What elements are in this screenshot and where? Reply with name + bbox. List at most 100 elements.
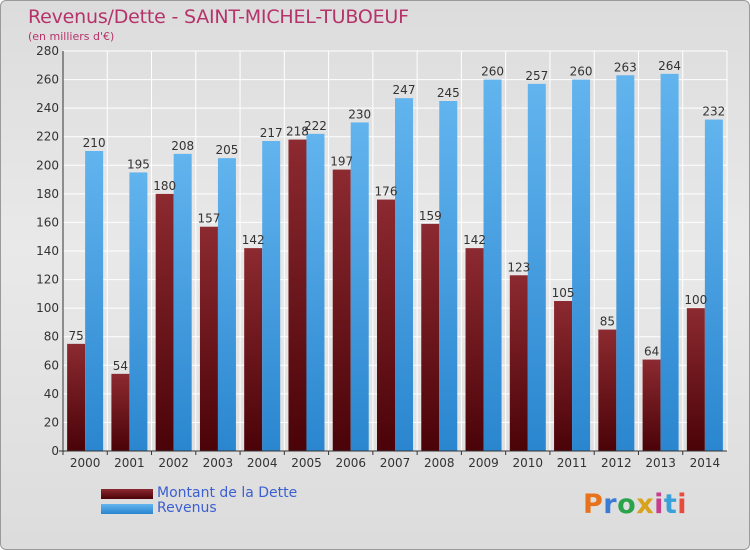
bar-revenue xyxy=(262,141,281,451)
x-tick-label: 2012 xyxy=(601,456,632,470)
y-tick-label: 0 xyxy=(51,444,59,458)
data-label-debt: 105 xyxy=(552,286,575,300)
chart-subtitle: (en milliers d'€) xyxy=(28,30,115,43)
logo-letter: i xyxy=(654,489,664,520)
data-label-revenue: 245 xyxy=(437,86,460,100)
bar-revenue xyxy=(129,172,148,451)
legend-label-revenue: Revenus xyxy=(157,500,217,516)
data-label-revenue: 210 xyxy=(83,136,106,150)
y-tick-label: 140 xyxy=(36,244,59,258)
data-label-revenue: 230 xyxy=(348,107,371,121)
logo-letter: i xyxy=(677,489,688,520)
data-label-revenue: 217 xyxy=(260,126,283,140)
data-label-debt: 100 xyxy=(684,293,707,307)
bar-revenue xyxy=(616,75,635,452)
bar-debt xyxy=(244,248,263,451)
bar-debt xyxy=(199,226,218,451)
y-tick-label: 240 xyxy=(36,101,59,115)
x-tick-label: 2006 xyxy=(335,456,366,470)
y-tick-label: 220 xyxy=(36,130,59,144)
bar-revenue xyxy=(395,98,413,452)
bar-debt xyxy=(67,343,86,451)
logo-letter: t xyxy=(663,489,678,520)
bar-debt xyxy=(509,275,528,451)
bar-revenue xyxy=(527,83,546,451)
bar-debt xyxy=(465,248,484,451)
bar-debt xyxy=(421,223,440,451)
x-tick-label: 2013 xyxy=(645,456,676,470)
bar-debt xyxy=(377,199,395,451)
chart-title: Revenus/Dette - SAINT-MICHEL-TUBOEUF xyxy=(28,6,409,28)
data-label-debt: 197 xyxy=(330,155,353,169)
bar-debt xyxy=(111,373,130,451)
y-tick-label: 180 xyxy=(36,187,59,201)
data-label-debt: 157 xyxy=(197,212,220,226)
y-tick-label: 160 xyxy=(36,215,59,229)
x-tick-label: 2003 xyxy=(203,456,234,470)
data-label-revenue: 260 xyxy=(481,65,504,79)
legend-swatch-debt xyxy=(101,489,153,499)
bar-revenue xyxy=(350,122,369,451)
data-label-revenue: 257 xyxy=(525,69,548,83)
data-label-debt: 159 xyxy=(419,209,442,223)
data-label-revenue: 264 xyxy=(658,59,681,73)
legend-label-debt: Montant de la Dette xyxy=(157,485,298,501)
x-tick-label: 2007 xyxy=(380,456,411,470)
data-label-revenue: 232 xyxy=(702,105,725,119)
data-label-revenue: 205 xyxy=(215,143,238,157)
bar-debt xyxy=(686,308,705,451)
y-tick-label: 260 xyxy=(36,73,59,87)
logo-letter: P xyxy=(583,489,604,520)
x-tick-label: 2010 xyxy=(513,456,544,470)
x-tick-label: 2002 xyxy=(158,456,189,470)
x-tick-label: 2008 xyxy=(424,456,455,470)
bar-debt xyxy=(598,329,617,451)
data-label-revenue: 263 xyxy=(614,60,637,74)
y-tick-label: 20 xyxy=(44,415,59,429)
y-tick-label: 80 xyxy=(44,330,59,344)
x-tick-label: 2014 xyxy=(690,456,721,470)
bar-revenue xyxy=(85,151,104,451)
y-tick-label: 40 xyxy=(44,387,59,401)
bar-revenue xyxy=(173,153,192,451)
logo-letter: x xyxy=(636,489,655,520)
bar-revenue xyxy=(572,79,591,452)
data-label-debt: 54 xyxy=(113,359,128,373)
data-label-revenue: 222 xyxy=(304,119,327,133)
bar-debt xyxy=(642,359,661,451)
data-label-revenue: 247 xyxy=(393,83,416,97)
bar-debt xyxy=(288,139,307,452)
data-label-debt: 75 xyxy=(68,329,83,343)
x-tick-label: 2009 xyxy=(468,456,499,470)
data-label-debt: 180 xyxy=(153,179,176,193)
y-tick-label: 100 xyxy=(36,301,59,315)
bar-revenue xyxy=(704,119,723,452)
data-label-debt: 85 xyxy=(600,315,615,329)
bar-revenue xyxy=(483,79,502,452)
bar-debt xyxy=(332,169,351,452)
y-tick-label: 60 xyxy=(44,358,59,372)
bar-revenue xyxy=(217,158,236,451)
data-label-debt: 176 xyxy=(375,185,398,199)
bar-revenue xyxy=(306,133,325,451)
legend-swatch-revenue xyxy=(101,504,153,514)
x-tick-label: 2001 xyxy=(114,456,145,470)
proxiti-logo: Proxiti xyxy=(583,489,687,520)
x-tick-label: 2004 xyxy=(247,456,278,470)
data-label-debt: 123 xyxy=(507,260,530,274)
data-label-debt: 142 xyxy=(242,233,265,247)
bar-revenue xyxy=(439,101,458,451)
data-label-debt: 218 xyxy=(286,125,309,139)
bar-debt xyxy=(554,301,573,451)
bar-debt xyxy=(155,193,174,451)
y-tick-label: 120 xyxy=(36,273,59,287)
data-label-revenue: 195 xyxy=(127,157,150,171)
data-label-revenue: 260 xyxy=(570,65,593,79)
logo-letter: o xyxy=(617,489,637,520)
logo-letter: r xyxy=(603,489,618,520)
y-tick-label: 200 xyxy=(36,158,59,172)
y-tick-label: 280 xyxy=(36,44,59,58)
data-label-debt: 64 xyxy=(644,345,659,359)
